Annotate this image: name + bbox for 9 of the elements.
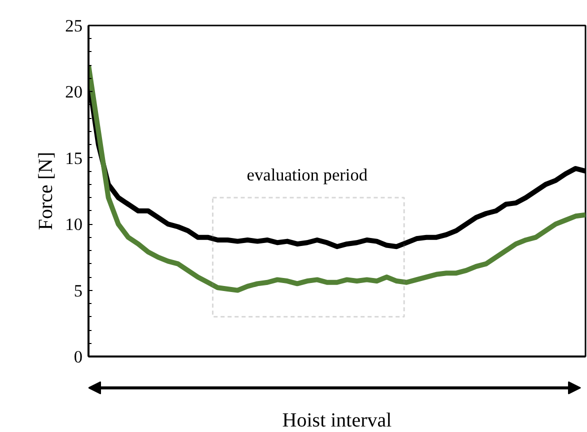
y-tick-label: 25 — [65, 16, 82, 36]
annotation: evaluation period — [246, 165, 368, 184]
x-axis-title: Hoist interval — [282, 409, 392, 432]
y-tick-label: 15 — [65, 148, 82, 168]
y-tick-label: 20 — [65, 82, 82, 102]
y-tick-label: 0 — [74, 348, 83, 366]
y-axis-title: Force [N] — [35, 152, 58, 230]
y-tick-label: 5 — [74, 281, 83, 300]
y-tick-label: 10 — [65, 215, 82, 234]
